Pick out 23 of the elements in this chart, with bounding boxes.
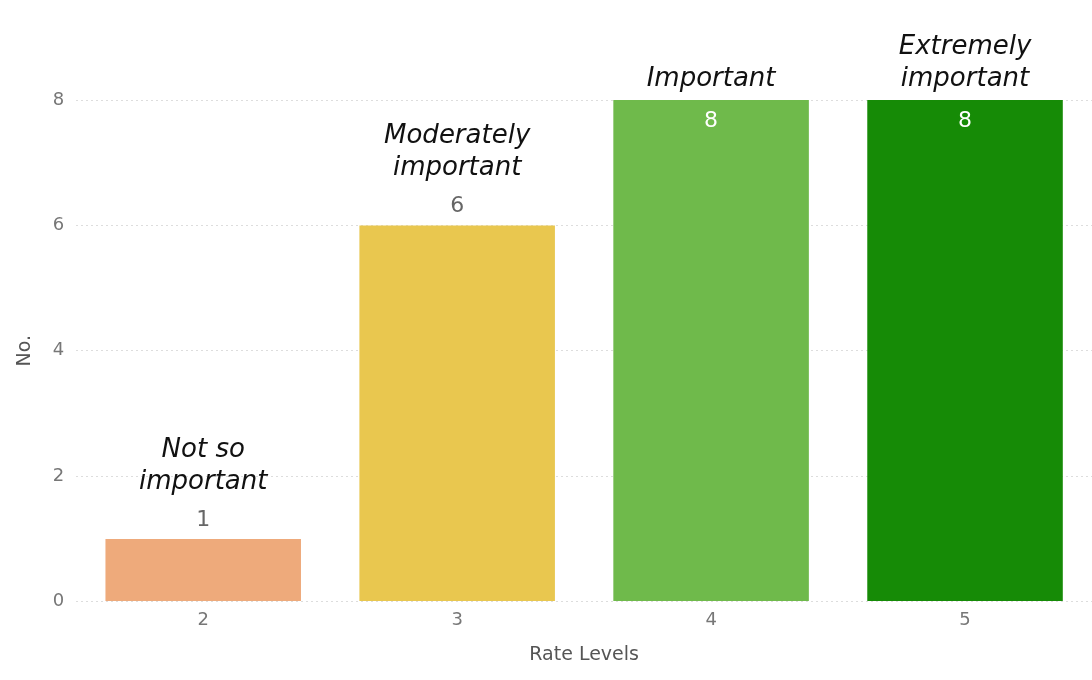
data-label: 1 — [196, 505, 211, 531]
y-tick-label: 8 — [52, 87, 65, 109]
bar — [105, 538, 301, 602]
bar — [613, 100, 809, 602]
y-tick-label: 2 — [52, 463, 65, 485]
bar — [867, 100, 1063, 602]
data-label: 8 — [958, 106, 973, 132]
y-tick-label: 4 — [52, 338, 65, 360]
x-tick-label: 3 — [451, 608, 463, 630]
annotation: Extremely important — [898, 29, 1032, 92]
annotation: Not so important — [138, 432, 269, 495]
y-tick-label: 0 — [52, 589, 65, 611]
bar — [359, 225, 555, 602]
annotation: Important — [646, 61, 777, 92]
x-tick-label: 4 — [705, 608, 717, 630]
x-tick-label: 5 — [959, 608, 971, 630]
x-axis-title: Rate Levels — [529, 641, 639, 664]
data-label: 6 — [450, 192, 465, 218]
annotation: Moderately important — [384, 119, 531, 182]
x-tick-label: 2 — [197, 608, 209, 630]
data-label: 8 — [704, 106, 719, 132]
y-tick-label: 6 — [52, 213, 65, 235]
y-axis-title: No. — [12, 335, 35, 367]
